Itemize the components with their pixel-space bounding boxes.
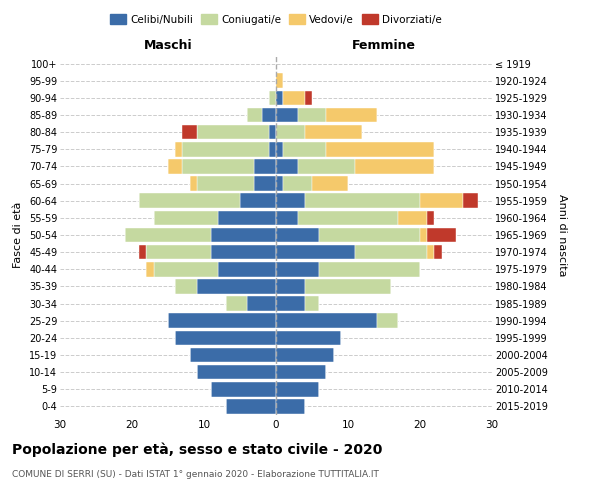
Bar — [146, 245, 211, 260]
Bar — [254, 176, 276, 191]
Bar — [168, 159, 182, 174]
Bar — [276, 279, 305, 293]
Bar — [276, 176, 283, 191]
Bar — [427, 210, 434, 225]
Bar — [398, 210, 427, 225]
Bar — [305, 125, 362, 140]
Bar — [305, 296, 319, 311]
Bar — [276, 365, 326, 380]
Text: Popolazione per età, sesso e stato civile - 2020: Popolazione per età, sesso e stato civil… — [12, 442, 382, 457]
Bar — [355, 245, 427, 260]
Bar — [298, 210, 398, 225]
Bar — [276, 90, 283, 105]
Bar — [305, 279, 391, 293]
Bar — [175, 330, 276, 345]
Bar — [283, 90, 305, 105]
Bar — [420, 228, 427, 242]
Bar — [125, 228, 211, 242]
Bar — [182, 142, 269, 156]
Bar — [218, 262, 276, 276]
Bar — [276, 159, 298, 174]
Text: Femmine: Femmine — [352, 38, 416, 52]
Bar — [168, 314, 276, 328]
Bar — [276, 108, 298, 122]
Bar — [139, 245, 146, 260]
Bar — [276, 348, 334, 362]
Legend: Celibi/Nubili, Coniugati/e, Vedovi/e, Divorziati/e: Celibi/Nubili, Coniugati/e, Vedovi/e, Di… — [106, 10, 446, 29]
Bar — [175, 142, 182, 156]
Text: COMUNE DI SERRI (SU) - Dati ISTAT 1° gennaio 2020 - Elaborazione TUTTITALIA.IT: COMUNE DI SERRI (SU) - Dati ISTAT 1° gen… — [12, 470, 379, 479]
Bar — [226, 399, 276, 413]
Bar — [326, 142, 434, 156]
Bar — [254, 159, 276, 174]
Bar — [276, 245, 355, 260]
Bar — [326, 108, 377, 122]
Bar — [218, 210, 276, 225]
Bar — [319, 228, 420, 242]
Bar — [283, 142, 326, 156]
Bar — [276, 142, 283, 156]
Bar — [355, 159, 434, 174]
Bar — [240, 194, 276, 208]
Bar — [283, 176, 312, 191]
Bar — [434, 245, 442, 260]
Bar — [276, 125, 305, 140]
Bar — [197, 176, 254, 191]
Bar — [305, 90, 312, 105]
Bar — [211, 382, 276, 396]
Bar — [420, 194, 463, 208]
Bar — [269, 125, 276, 140]
Y-axis label: Anni di nascita: Anni di nascita — [557, 194, 567, 276]
Bar — [276, 382, 319, 396]
Bar — [276, 210, 298, 225]
Bar — [276, 262, 319, 276]
Bar — [276, 296, 305, 311]
Bar — [175, 279, 197, 293]
Text: Maschi: Maschi — [143, 38, 193, 52]
Bar — [211, 245, 276, 260]
Bar — [305, 194, 420, 208]
Y-axis label: Fasce di età: Fasce di età — [13, 202, 23, 268]
Bar — [139, 194, 240, 208]
Bar — [276, 74, 283, 88]
Bar — [312, 176, 348, 191]
Bar — [211, 228, 276, 242]
Bar — [269, 142, 276, 156]
Bar — [247, 108, 262, 122]
Bar — [226, 296, 247, 311]
Bar — [276, 228, 319, 242]
Bar — [298, 159, 355, 174]
Bar — [298, 108, 326, 122]
Bar — [463, 194, 478, 208]
Bar — [190, 348, 276, 362]
Bar — [319, 262, 420, 276]
Bar — [247, 296, 276, 311]
Bar — [427, 245, 434, 260]
Bar — [197, 125, 269, 140]
Bar — [377, 314, 398, 328]
Bar — [269, 90, 276, 105]
Bar — [190, 176, 197, 191]
Bar — [276, 194, 305, 208]
Bar — [146, 262, 154, 276]
Bar — [276, 399, 305, 413]
Bar — [427, 228, 456, 242]
Bar — [154, 210, 218, 225]
Bar — [182, 159, 254, 174]
Bar — [182, 125, 197, 140]
Bar — [262, 108, 276, 122]
Bar — [276, 330, 341, 345]
Bar — [276, 314, 377, 328]
Bar — [197, 365, 276, 380]
Bar — [197, 279, 276, 293]
Bar — [154, 262, 218, 276]
